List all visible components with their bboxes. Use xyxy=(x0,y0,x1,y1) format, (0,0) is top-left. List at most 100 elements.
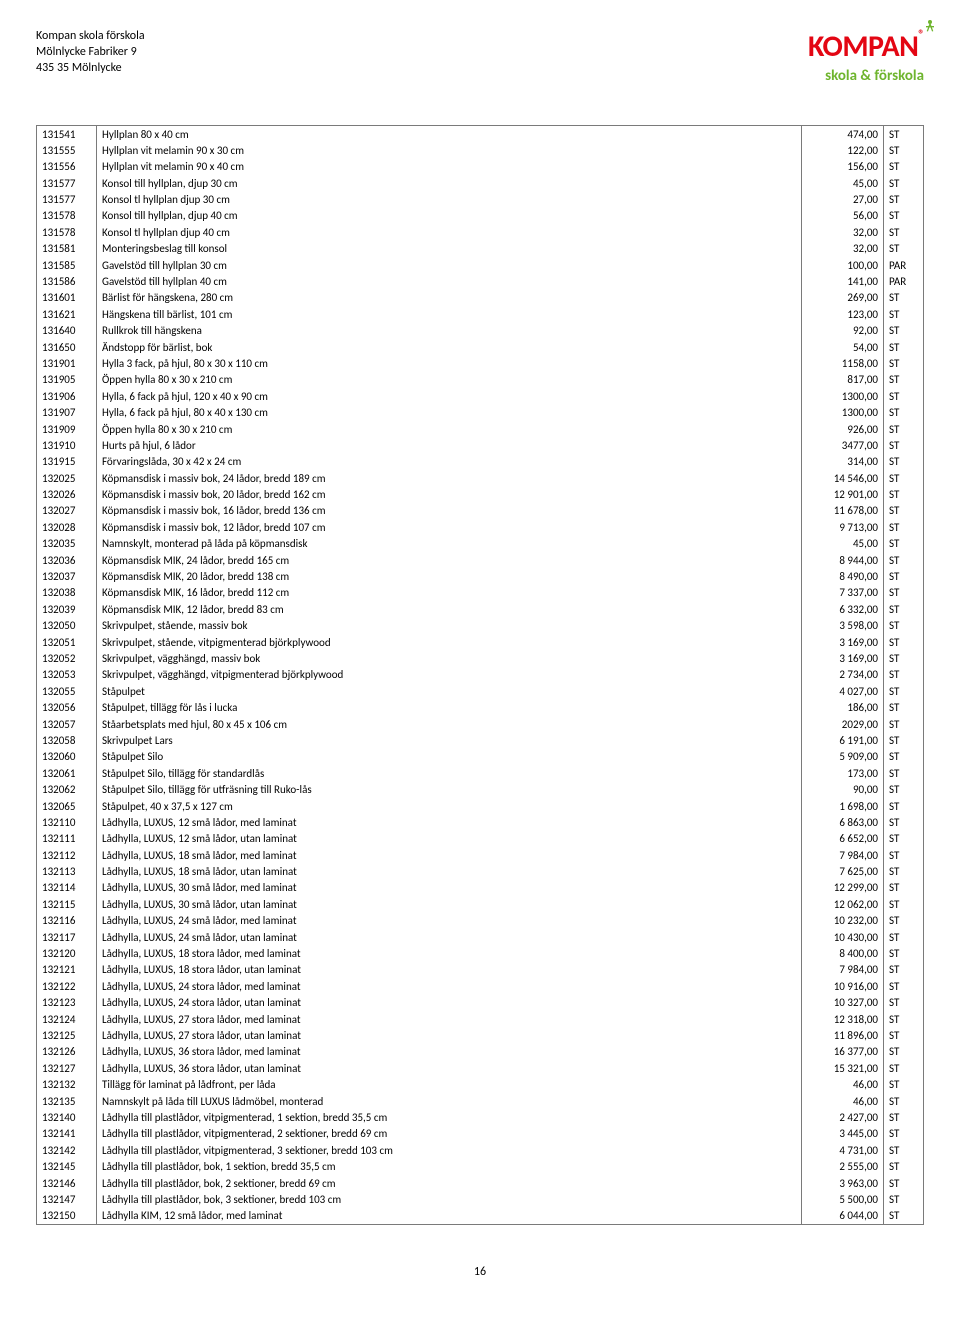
product-price: 46,00 xyxy=(802,1093,884,1109)
company-street: Mölnlycke Fabriker 9 xyxy=(36,44,145,60)
product-id: 132058 xyxy=(37,732,97,748)
product-id: 132140 xyxy=(37,1109,97,1125)
table-row: 132028Köpmansdisk i massiv bok, 12 lådor… xyxy=(37,519,924,535)
product-price: 2029,00 xyxy=(802,716,884,732)
product-unit: ST xyxy=(884,421,924,437)
product-description: Ståpulpet, 40 x 37,5 x 127 cm xyxy=(97,798,802,814)
product-id: 132052 xyxy=(37,651,97,667)
product-id: 131640 xyxy=(37,323,97,339)
product-id: 132124 xyxy=(37,1011,97,1027)
product-id: 132027 xyxy=(37,503,97,519)
product-id: 131915 xyxy=(37,454,97,470)
product-unit: ST xyxy=(884,765,924,781)
product-unit: ST xyxy=(884,651,924,667)
table-row: 132065Ståpulpet, 40 x 37,5 x 127 cm1 698… xyxy=(37,798,924,814)
product-description: Ståpulpet, tillägg för lås i lucka xyxy=(97,700,802,716)
table-row: 132132Tillägg för laminat på lådfront, p… xyxy=(37,1077,924,1093)
product-price: 32,00 xyxy=(802,224,884,240)
product-unit: ST xyxy=(884,847,924,863)
product-id: 131650 xyxy=(37,339,97,355)
product-unit: ST xyxy=(884,306,924,322)
product-description: Gavelstöd till hyllplan 40 cm xyxy=(97,274,802,290)
product-price: 12 299,00 xyxy=(802,880,884,896)
product-price: 1300,00 xyxy=(802,405,884,421)
product-price: 12 318,00 xyxy=(802,1011,884,1027)
product-id: 131555 xyxy=(37,142,97,158)
product-description: Öppen hylla 80 x 30 x 210 cm xyxy=(97,372,802,388)
product-price: 32,00 xyxy=(802,241,884,257)
product-description: Köpmansdisk MIK, 24 lådor, bredd 165 cm xyxy=(97,552,802,568)
product-description: Namnskylt på låda till LUXUS lådmöbel, m… xyxy=(97,1093,802,1109)
product-id: 132056 xyxy=(37,700,97,716)
product-id: 132055 xyxy=(37,683,97,699)
product-description: Konsol till hyllplan, djup 40 cm xyxy=(97,208,802,224)
table-row: 132147Lådhylla till plastlådor, bok, 3 s… xyxy=(37,1191,924,1207)
product-unit: PAR xyxy=(884,274,924,290)
product-price: 4 731,00 xyxy=(802,1142,884,1158)
product-price: 4 027,00 xyxy=(802,683,884,699)
product-description: Ståpulpet Silo xyxy=(97,749,802,765)
product-unit: ST xyxy=(884,470,924,486)
product-unit: ST xyxy=(884,1142,924,1158)
product-unit: ST xyxy=(884,192,924,208)
product-id: 131906 xyxy=(37,388,97,404)
table-row: 131578Konsol till hyllplan, djup 40 cm56… xyxy=(37,208,924,224)
table-row: 132056Ståpulpet, tillägg för lås i lucka… xyxy=(37,700,924,716)
product-price: 122,00 xyxy=(802,142,884,158)
product-description: Skrivpulpet, vägghängd, vitpigmenterad b… xyxy=(97,667,802,683)
product-id: 132111 xyxy=(37,831,97,847)
product-unit: ST xyxy=(884,569,924,585)
product-unit: ST xyxy=(884,224,924,240)
product-description: Lådhylla, LUXUS, 12 små lådor, med lamin… xyxy=(97,814,802,830)
product-id: 132146 xyxy=(37,1175,97,1191)
table-row: 132123Lådhylla, LUXUS, 24 stora lådor, u… xyxy=(37,995,924,1011)
product-unit: ST xyxy=(884,864,924,880)
table-row: 132126Lådhylla, LUXUS, 36 stora lådor, m… xyxy=(37,1044,924,1060)
product-id: 132132 xyxy=(37,1077,97,1093)
product-price: 7 625,00 xyxy=(802,864,884,880)
table-row: 132140Lådhylla till plastlådor, vitpigme… xyxy=(37,1109,924,1125)
table-row: 132111Lådhylla, LUXUS, 12 små lådor, uta… xyxy=(37,831,924,847)
product-description: Ståpulpet Silo, tillägg för utfräsning t… xyxy=(97,782,802,798)
product-price: 314,00 xyxy=(802,454,884,470)
product-description: Lådhylla, LUXUS, 18 små lådor, utan lami… xyxy=(97,864,802,880)
table-row: 132026Köpmansdisk i massiv bok, 20 lådor… xyxy=(37,487,924,503)
table-row: 132124Lådhylla, LUXUS, 27 stora lådor, m… xyxy=(37,1011,924,1027)
product-description: Köpmansdisk MIK, 16 lådor, bredd 112 cm xyxy=(97,585,802,601)
product-description: Lådhylla, LUXUS, 36 stora lådor, utan la… xyxy=(97,1060,802,1076)
product-id: 132120 xyxy=(37,946,97,962)
product-description: Bärlist för hängskena, 280 cm xyxy=(97,290,802,306)
table-row: 132052Skrivpulpet, vägghängd, massiv bok… xyxy=(37,651,924,667)
product-price: 7 337,00 xyxy=(802,585,884,601)
product-unit: ST xyxy=(884,355,924,371)
table-row: 132035Namnskylt, monterad på låda på köp… xyxy=(37,536,924,552)
table-row: 132110Lådhylla, LUXUS, 12 små lådor, med… xyxy=(37,814,924,830)
product-unit: ST xyxy=(884,1175,924,1191)
product-description: Namnskylt, monterad på låda på köpmansdi… xyxy=(97,536,802,552)
product-unit: ST xyxy=(884,667,924,683)
product-unit: ST xyxy=(884,1011,924,1027)
product-price: 474,00 xyxy=(802,126,884,143)
product-unit: ST xyxy=(884,454,924,470)
product-price: 3 598,00 xyxy=(802,618,884,634)
product-description: Lådhylla till plastlådor, vitpigmenterad… xyxy=(97,1109,802,1125)
product-id: 132147 xyxy=(37,1191,97,1207)
product-id: 132039 xyxy=(37,601,97,617)
product-description: Ståpulpet xyxy=(97,683,802,699)
product-unit: ST xyxy=(884,716,924,732)
table-row: 131905Öppen hylla 80 x 30 x 210 cm817,00… xyxy=(37,372,924,388)
product-unit: ST xyxy=(884,601,924,617)
product-unit: ST xyxy=(884,175,924,191)
table-row: 132127Lådhylla, LUXUS, 36 stora lådor, u… xyxy=(37,1060,924,1076)
product-id: 132116 xyxy=(37,913,97,929)
product-description: Skrivpulpet, vägghängd, massiv bok xyxy=(97,651,802,667)
product-price: 186,00 xyxy=(802,700,884,716)
product-id: 131556 xyxy=(37,159,97,175)
product-description: Lådhylla, LUXUS, 24 stora lådor, utan la… xyxy=(97,995,802,1011)
product-price: 10 232,00 xyxy=(802,913,884,929)
product-id: 131907 xyxy=(37,405,97,421)
product-unit: ST xyxy=(884,978,924,994)
product-unit: ST xyxy=(884,585,924,601)
table-row: 132060Ståpulpet Silo5 909,00ST xyxy=(37,749,924,765)
table-row: 131577Konsol tl hyllplan djup 30 cm27,00… xyxy=(37,192,924,208)
